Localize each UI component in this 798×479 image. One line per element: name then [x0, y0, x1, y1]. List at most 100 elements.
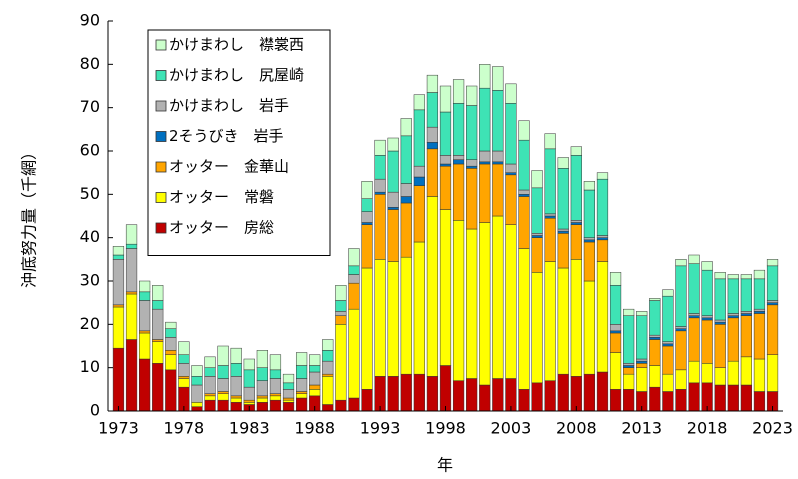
bar-segment: [335, 324, 347, 401]
bar-segment: [518, 248, 530, 390]
legend-swatch: [155, 131, 167, 142]
bar-segment: [609, 332, 622, 353]
bar-segment: [269, 399, 282, 412]
bar-segment: [439, 155, 452, 165]
bar-segment: [557, 373, 569, 412]
bar-segment: [479, 222, 491, 386]
bar-segment: [531, 235, 543, 238]
bar-segment: [596, 235, 609, 238]
bar-segment: [492, 90, 504, 152]
y-tick-label: 0: [90, 401, 100, 420]
bar-segment: [701, 317, 713, 321]
bar-segment: [701, 319, 713, 364]
bar-segment: [649, 298, 661, 301]
bar-segment: [374, 376, 386, 412]
bar-segment: [649, 300, 661, 336]
bar-segment: [636, 315, 648, 360]
y-tick-label: 50: [80, 184, 100, 203]
bar-segment: [675, 259, 687, 267]
bar-segment: [348, 397, 360, 412]
bar-segment: [740, 356, 752, 386]
bar-segment: [374, 259, 386, 377]
bar-segment: [492, 66, 504, 91]
bar-segment: [361, 224, 373, 269]
legend-swatch: [155, 192, 167, 203]
bar-segment: [740, 384, 752, 412]
bar-segment: [374, 178, 386, 193]
bar-segment: [623, 363, 635, 366]
legend-swatch: [155, 70, 167, 81]
bar-segment: [531, 170, 543, 189]
bar-segment: [348, 248, 360, 267]
bar-segment: [623, 308, 635, 316]
x-tick-label: 2003: [491, 419, 532, 438]
bar-segment: [139, 300, 151, 332]
bar-segment: [636, 358, 648, 362]
bar-segment: [531, 272, 543, 384]
bar-segment: [295, 378, 308, 392]
bar-segment: [282, 389, 295, 399]
legend-swatch: [155, 39, 167, 51]
bar-segment: [335, 399, 347, 412]
bar-segment: [662, 295, 674, 342]
bar-segment: [269, 369, 282, 379]
bar-segment: [609, 389, 622, 412]
bar-segment: [479, 384, 491, 412]
bar-segment: [217, 365, 229, 379]
bar-segment: [714, 367, 726, 386]
bar-segment: [230, 347, 242, 364]
bar-segment: [452, 220, 465, 381]
bar-segment: [727, 313, 739, 316]
bar-segment: [295, 391, 308, 394]
bar-segment: [204, 367, 216, 377]
bar-segment: [609, 352, 622, 390]
bar-segment: [518, 196, 530, 249]
bar-segment: [518, 189, 530, 195]
bar-segment: [400, 183, 412, 197]
bar-segment: [466, 105, 478, 160]
bar-segment: [596, 239, 609, 262]
bar-segment: [570, 146, 582, 156]
bar-segment: [335, 300, 347, 312]
bar-segment: [544, 213, 556, 217]
bar-segment: [387, 150, 399, 193]
bar-segment: [688, 315, 700, 319]
bar-segment: [505, 163, 517, 173]
bar-segment: [335, 285, 347, 301]
bar-segment: [217, 393, 229, 401]
bar-segment: [295, 352, 308, 366]
bar-segment: [583, 237, 596, 241]
bar-segment: [256, 397, 268, 403]
bar-segment: [570, 224, 582, 260]
bar-segment: [701, 269, 713, 316]
bar-segment: [426, 126, 439, 143]
bar-segment: [413, 185, 425, 243]
bar-segment: [452, 380, 465, 412]
x-tick-label: 2018: [687, 419, 728, 438]
bar-segment: [766, 302, 779, 306]
bar-segment: [544, 217, 556, 262]
y-tick-label: 90: [80, 11, 100, 30]
bar-segment: [165, 321, 177, 329]
bar-segment: [609, 324, 622, 332]
bar-segment: [714, 278, 726, 321]
x-tick-label: 1973: [98, 419, 139, 438]
bar-segment: [322, 404, 334, 412]
bar-segment: [688, 360, 700, 384]
bar-segment: [714, 324, 726, 368]
bar-segment: [544, 215, 556, 219]
bar-segment: [452, 163, 465, 221]
bar-segment: [557, 267, 569, 375]
x-tick-label: 1983: [229, 419, 270, 438]
bar-segment: [309, 354, 321, 366]
bar-segment: [623, 373, 635, 390]
legend-label: オッター 房総: [169, 219, 274, 237]
bar-segment: [125, 293, 138, 340]
y-tick-label: 20: [80, 314, 100, 333]
bar-segment: [426, 148, 439, 197]
bar-segment: [596, 261, 609, 373]
bar-segment: [191, 384, 203, 403]
bar-segment: [701, 315, 713, 319]
bar-segment: [596, 371, 609, 412]
bar-segment: [531, 233, 543, 236]
